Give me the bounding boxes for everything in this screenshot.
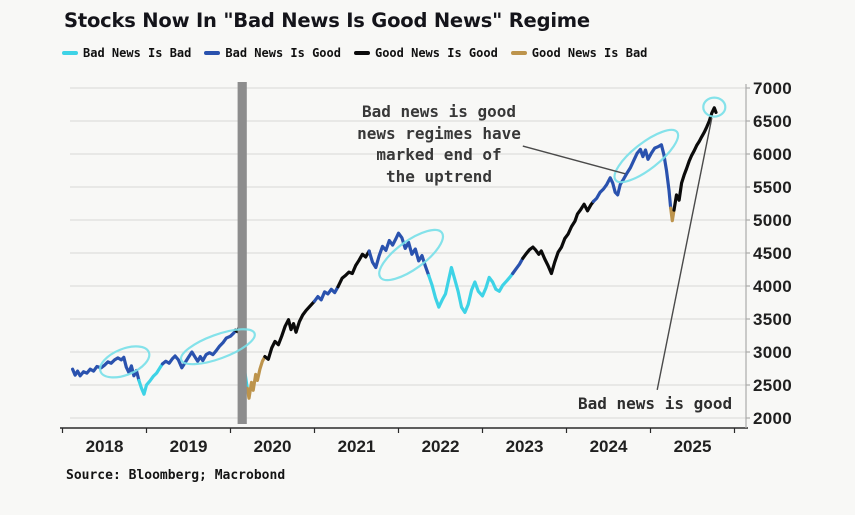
series-segment-bad_good	[312, 285, 340, 303]
y-tick-label: 3000	[753, 343, 792, 362]
annotation-pointer-line	[522, 145, 626, 175]
x-tick-label: 2020	[254, 437, 292, 456]
x-tick-label: 2023	[506, 437, 544, 456]
series-segment-bad_good	[160, 328, 238, 370]
y-tick-label: 6000	[753, 145, 792, 164]
annotation-tip-note: Bad news is good	[578, 394, 733, 413]
legend-item-good-news-is-good: Good News Is Good	[353, 46, 498, 60]
source-note: Source: Bloomberg; Macrobond	[66, 468, 286, 483]
series-segment-good_good	[521, 199, 595, 276]
series-segment-bad_good	[71, 355, 141, 382]
legend: Bad News Is Bad Bad News Is Good Good Ne…	[62, 46, 647, 60]
legend-swatch-good-news-is-good-icon	[353, 51, 370, 55]
highlight-ellipse	[702, 96, 727, 118]
annotation-line: marked end of	[376, 145, 502, 164]
series-segment-bad_bad	[137, 362, 165, 396]
legend-swatch-good-news-is-bad-icon	[510, 51, 527, 55]
page-title: Stocks Now In "Bad News Is Good News" Re…	[64, 9, 590, 32]
x-tick-label: 2025	[674, 437, 712, 456]
series-segment-good_good	[263, 299, 317, 361]
legend-swatch-bad-news-is-bad-icon	[62, 51, 78, 55]
series-segment-good_good	[336, 249, 371, 289]
legend-label: Bad News Is Bad	[83, 46, 192, 60]
legend-swatch-bad-news-is-good-icon	[204, 51, 221, 55]
legend-label: Bad News Is Good	[225, 46, 341, 60]
annotation-line: news regimes have	[357, 123, 521, 143]
y-tick-label: 5500	[753, 178, 792, 197]
annotation-line: Bad news is good	[361, 102, 517, 121]
series-segment-good_bad	[245, 355, 267, 400]
x-tick-label: 2021	[338, 437, 376, 456]
y-tick-label: 7000	[753, 79, 792, 98]
y-tick-label: 2000	[753, 409, 792, 428]
legend-item-bad-news-is-bad: Bad News Is Bad	[62, 46, 191, 60]
series-segment-bad_bad	[427, 265, 515, 314]
highlight-ellipse	[378, 228, 445, 282]
x-tick-label: 2019	[170, 437, 208, 456]
y-tick-label: 4000	[753, 277, 792, 296]
highlight-ellipse	[99, 345, 151, 379]
legend-label: Good News Is Bad	[531, 46, 648, 60]
series-segment-bad_good	[367, 231, 431, 277]
y-tick-label: 4500	[753, 244, 792, 263]
series-segment-bad_good	[591, 143, 673, 210]
y-tick-label: 5000	[753, 211, 792, 230]
legend-item-good-news-is-bad: Good News Is Bad	[510, 46, 648, 60]
legend-label: Good News Is Good	[374, 46, 498, 60]
annotation-uptrend-note: Bad news is good news regimes have marke…	[343, 101, 535, 187]
y-tick-label: 3500	[753, 310, 792, 329]
covid-recession-bar	[237, 82, 247, 424]
series-segment-bad_good	[511, 256, 525, 276]
y-tick-label: 6500	[753, 112, 792, 131]
series-segment-good_bad	[669, 206, 676, 223]
x-tick-label: 2022	[422, 437, 460, 456]
legend-item-bad-news-is-good: Bad News Is Good	[204, 46, 341, 60]
annotation-pointer-line	[656, 117, 713, 391]
y-tick-label: 2500	[753, 376, 792, 395]
x-tick-label: 2018	[86, 437, 124, 456]
annotation-line: the uptrend	[386, 166, 492, 186]
highlight-ellipse	[179, 328, 256, 366]
highlight-ellipse	[613, 128, 680, 184]
series-segment-good_good	[672, 106, 718, 212]
x-tick-label: 2024	[590, 437, 628, 456]
